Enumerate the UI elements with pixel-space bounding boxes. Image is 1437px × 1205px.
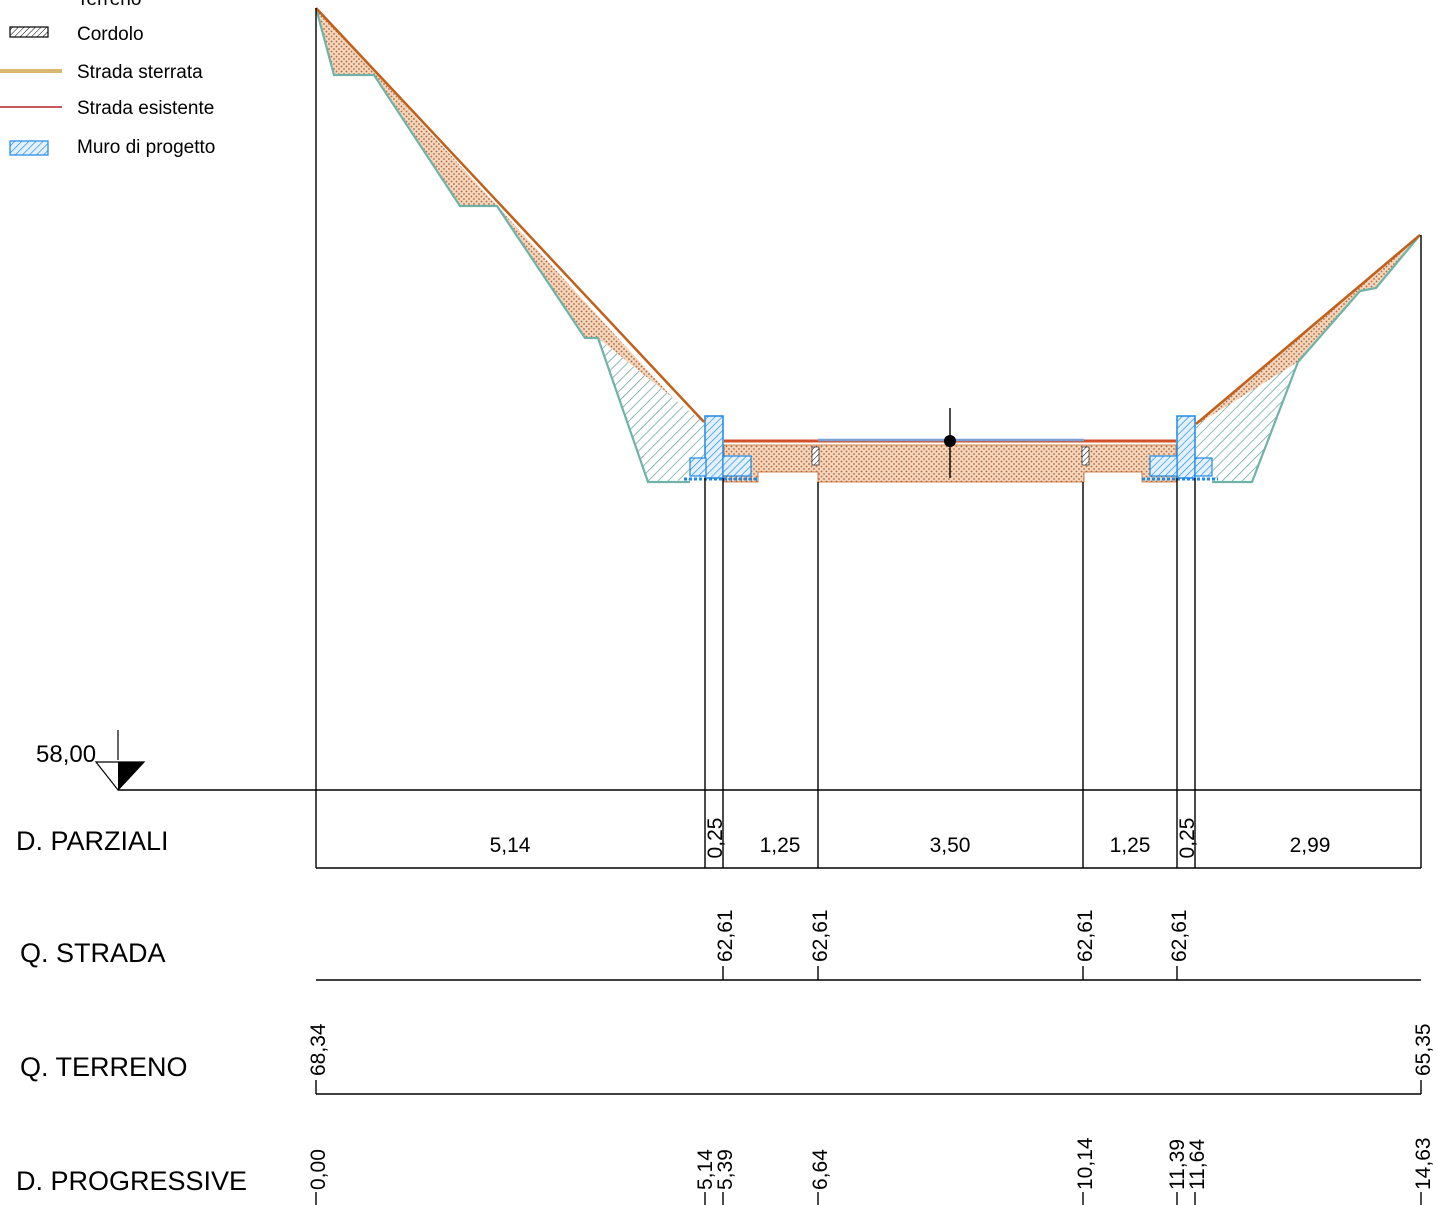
section-profile xyxy=(314,7,1421,484)
legend-label-terreno: Terreno xyxy=(77,0,141,10)
terreno-value: 68,34 xyxy=(307,1023,330,1076)
parziale-value: 1,25 xyxy=(1110,834,1151,857)
terreno-value: 65,35 xyxy=(1412,1023,1435,1076)
progressiva-value: 0,00 xyxy=(307,1149,330,1190)
axis-point-icon xyxy=(944,435,956,447)
strada-value: 62,61 xyxy=(809,909,832,962)
progressiva-value: 11,39 xyxy=(1166,1139,1189,1190)
parziale-value: 3,50 xyxy=(930,834,971,857)
datum-marker: 58,00 xyxy=(36,730,146,791)
muro-right-heel xyxy=(1194,457,1213,477)
reference-lines xyxy=(315,8,1422,868)
parziale-value: 1,25 xyxy=(760,834,801,857)
progressiva-value: 6,64 xyxy=(809,1149,832,1190)
datum-label: 58,00 xyxy=(36,741,96,768)
row-title-parziali: D. PARZIALI xyxy=(16,826,169,856)
legend: Terreno Cordolo Strada sterrata Strada e… xyxy=(0,0,215,158)
muro-right-toe xyxy=(1149,455,1178,477)
strada-value: 62,61 xyxy=(1168,909,1191,962)
legend-item-cordolo: Cordolo xyxy=(9,24,144,45)
cordolo-left xyxy=(811,446,820,466)
legend-item-strada-esistente: Strada esistente xyxy=(0,98,214,119)
right-ground-profile xyxy=(1195,234,1421,425)
cordolo-swatch-icon xyxy=(9,26,49,38)
left-cut-fill xyxy=(316,8,704,432)
progressiva-value: 5,14 xyxy=(694,1149,717,1190)
muro-right-stem xyxy=(1176,415,1196,479)
progressiva-value: 14,63 xyxy=(1412,1137,1435,1190)
parziale-value: 5,14 xyxy=(490,834,531,857)
row-title-strada: Q. STRADA xyxy=(20,938,166,968)
strada-value: 62,61 xyxy=(1074,909,1097,962)
muro-left-stem xyxy=(704,415,724,479)
progressiva-value: 11,64 xyxy=(1186,1139,1209,1190)
row-title-progressive: D. PROGRESSIVE xyxy=(16,1166,247,1196)
legend-label-strada-esistente: Strada esistente xyxy=(77,98,214,119)
right-excavation-line xyxy=(1212,234,1421,484)
right-cut-fill xyxy=(1196,235,1420,435)
legend-label-cordolo: Cordolo xyxy=(77,24,144,45)
cordolo-right xyxy=(1081,446,1090,466)
left-fill-hatch xyxy=(598,338,704,482)
right-fill-hatch xyxy=(1196,362,1298,482)
parziale-value: 2,99 xyxy=(1290,834,1331,857)
legend-label-muro: Muro di progetto xyxy=(77,137,215,158)
legend-label-strada-sterrata: Strada sterrata xyxy=(77,62,203,83)
progressiva-value: 10,14 xyxy=(1074,1137,1097,1190)
data-table: D. PARZIALI Q. STRADA Q. TERRENO D. PROG… xyxy=(16,789,1435,1205)
strada-value: 62,61 xyxy=(714,909,737,962)
parziale-value: 0,25 xyxy=(704,818,727,859)
left-ground-profile xyxy=(315,7,705,423)
left-excavation-line xyxy=(314,7,690,484)
muro-left-heel xyxy=(689,457,707,477)
legend-item-muro: Muro di progetto xyxy=(9,137,215,158)
muro-swatch-icon xyxy=(9,140,49,156)
parziale-value: 0,25 xyxy=(1176,818,1199,859)
progressiva-value: 5,39 xyxy=(714,1149,737,1190)
row-title-terreno: Q. TERRENO xyxy=(20,1052,188,1082)
legend-item-strada-sterrata: Strada sterrata xyxy=(0,62,203,83)
muro-left-toe xyxy=(722,455,752,477)
